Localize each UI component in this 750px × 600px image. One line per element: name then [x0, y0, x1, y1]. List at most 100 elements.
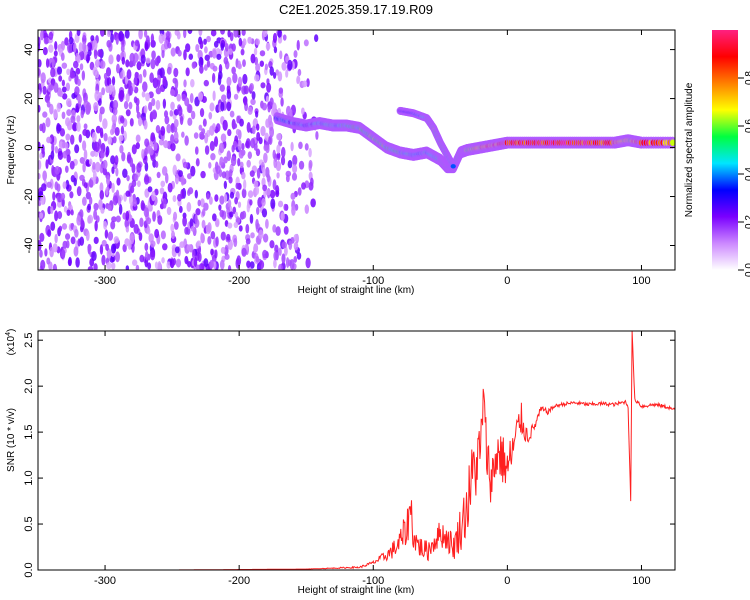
noise-cell	[160, 125, 166, 136]
noise-cell	[197, 91, 204, 102]
noise-cell	[141, 91, 146, 98]
noise-cell	[133, 223, 139, 234]
noise-cell	[190, 225, 195, 232]
noise-cell	[53, 82, 59, 93]
noise-cell	[203, 64, 208, 71]
noise-cell	[200, 170, 206, 179]
noise-cell	[94, 141, 100, 153]
noise-cell	[199, 131, 204, 138]
noise-cell	[298, 141, 303, 150]
noise-cell	[281, 253, 286, 264]
noise-cell	[155, 87, 162, 95]
noise-cell	[105, 243, 109, 251]
noise-cell	[251, 125, 256, 135]
noise-cell	[42, 46, 48, 56]
noise-cell	[226, 101, 232, 112]
snr-scale-label: (x10	[6, 335, 17, 355]
noise-cell	[250, 98, 256, 106]
noise-cell	[246, 260, 251, 268]
noise-cell	[184, 226, 189, 235]
noise-cell	[233, 93, 239, 100]
noise-cell	[223, 56, 229, 65]
noise-cell	[183, 30, 187, 39]
noise-cell	[102, 167, 108, 176]
noise-cell	[273, 46, 278, 54]
noise-cell	[136, 162, 142, 173]
noise-cell	[140, 54, 146, 64]
noise-cell	[281, 61, 287, 71]
noise-cell	[143, 105, 148, 114]
spectrogram-x-label: Height of straight line (km)	[298, 285, 415, 296]
noise-cell	[250, 53, 256, 64]
noise-cell	[106, 174, 111, 186]
noise-cell	[247, 36, 253, 44]
noise-cell	[92, 39, 98, 51]
noise-cell	[280, 212, 285, 221]
noise-cell	[105, 187, 109, 196]
noise-cell	[273, 259, 277, 269]
noise-cell	[203, 38, 207, 45]
snr-panel: -300 -200 -100 0 100 0.0 0.5 1.0 1.5 2.0 2.5 Heig…	[5, 329, 676, 596]
noise-cell	[42, 170, 47, 181]
noise-cell	[51, 164, 55, 176]
noise-cell	[131, 243, 135, 253]
noise-cell	[178, 170, 183, 177]
noise-cell	[199, 108, 205, 118]
spectrogram-x-axis: -300 -200 -100 0 100	[94, 30, 651, 287]
noise-cell	[259, 260, 265, 270]
noise-cell	[208, 196, 213, 205]
noise-cell	[269, 66, 274, 76]
noise-cell	[173, 211, 178, 221]
noise-cell	[310, 198, 316, 208]
noise-cell	[308, 147, 312, 158]
noise-cell	[40, 30, 44, 41]
noise-cell	[158, 33, 164, 44]
noise-cell	[277, 30, 282, 38]
snr-y-axis: 0.0 0.5 1.0 1.5 2.0 2.5	[23, 333, 675, 578]
noise-cell	[246, 159, 251, 168]
noise-cell	[45, 117, 51, 128]
noise-cell	[153, 141, 158, 151]
noise-cell	[255, 110, 259, 118]
noise-cell	[292, 164, 298, 174]
noise-cell	[241, 30, 246, 36]
noise-cell	[214, 249, 218, 259]
noise-cell	[227, 222, 233, 229]
noise-cell	[280, 156, 286, 166]
noise-cell	[129, 52, 135, 63]
noise-cell	[125, 93, 130, 103]
noise-cell	[173, 126, 178, 133]
noise-cell	[302, 80, 308, 88]
noise-cell	[53, 108, 58, 119]
noise-cell	[38, 89, 41, 100]
noise-cell	[44, 248, 48, 257]
noise-cell	[151, 109, 158, 120]
noise-cell	[277, 200, 284, 208]
noise-cell	[301, 107, 305, 115]
noise-cell	[112, 195, 118, 206]
x-tick-label: 100	[632, 275, 650, 287]
noise-cell	[103, 132, 108, 142]
noise-cell	[80, 217, 84, 229]
noise-cell	[206, 193, 210, 200]
x-tick-label: -100	[362, 575, 384, 587]
noise-cell	[75, 67, 81, 75]
noise-cell	[210, 30, 217, 37]
noise-cell	[134, 174, 139, 182]
noise-cell	[187, 104, 193, 114]
noise-cell	[176, 93, 181, 102]
noise-cell	[135, 264, 140, 270]
noise-cell	[230, 155, 237, 167]
noise-cell	[44, 94, 50, 103]
noise-cell	[159, 187, 165, 195]
noise-cell	[310, 177, 314, 187]
noise-cell	[256, 131, 261, 141]
noise-cell	[195, 208, 201, 216]
noise-cell	[132, 198, 137, 207]
noise-cell	[97, 49, 103, 57]
noise-cell	[100, 131, 104, 139]
noise-cell	[269, 240, 275, 249]
noise-cell	[232, 72, 238, 84]
noise-cell	[297, 187, 302, 196]
